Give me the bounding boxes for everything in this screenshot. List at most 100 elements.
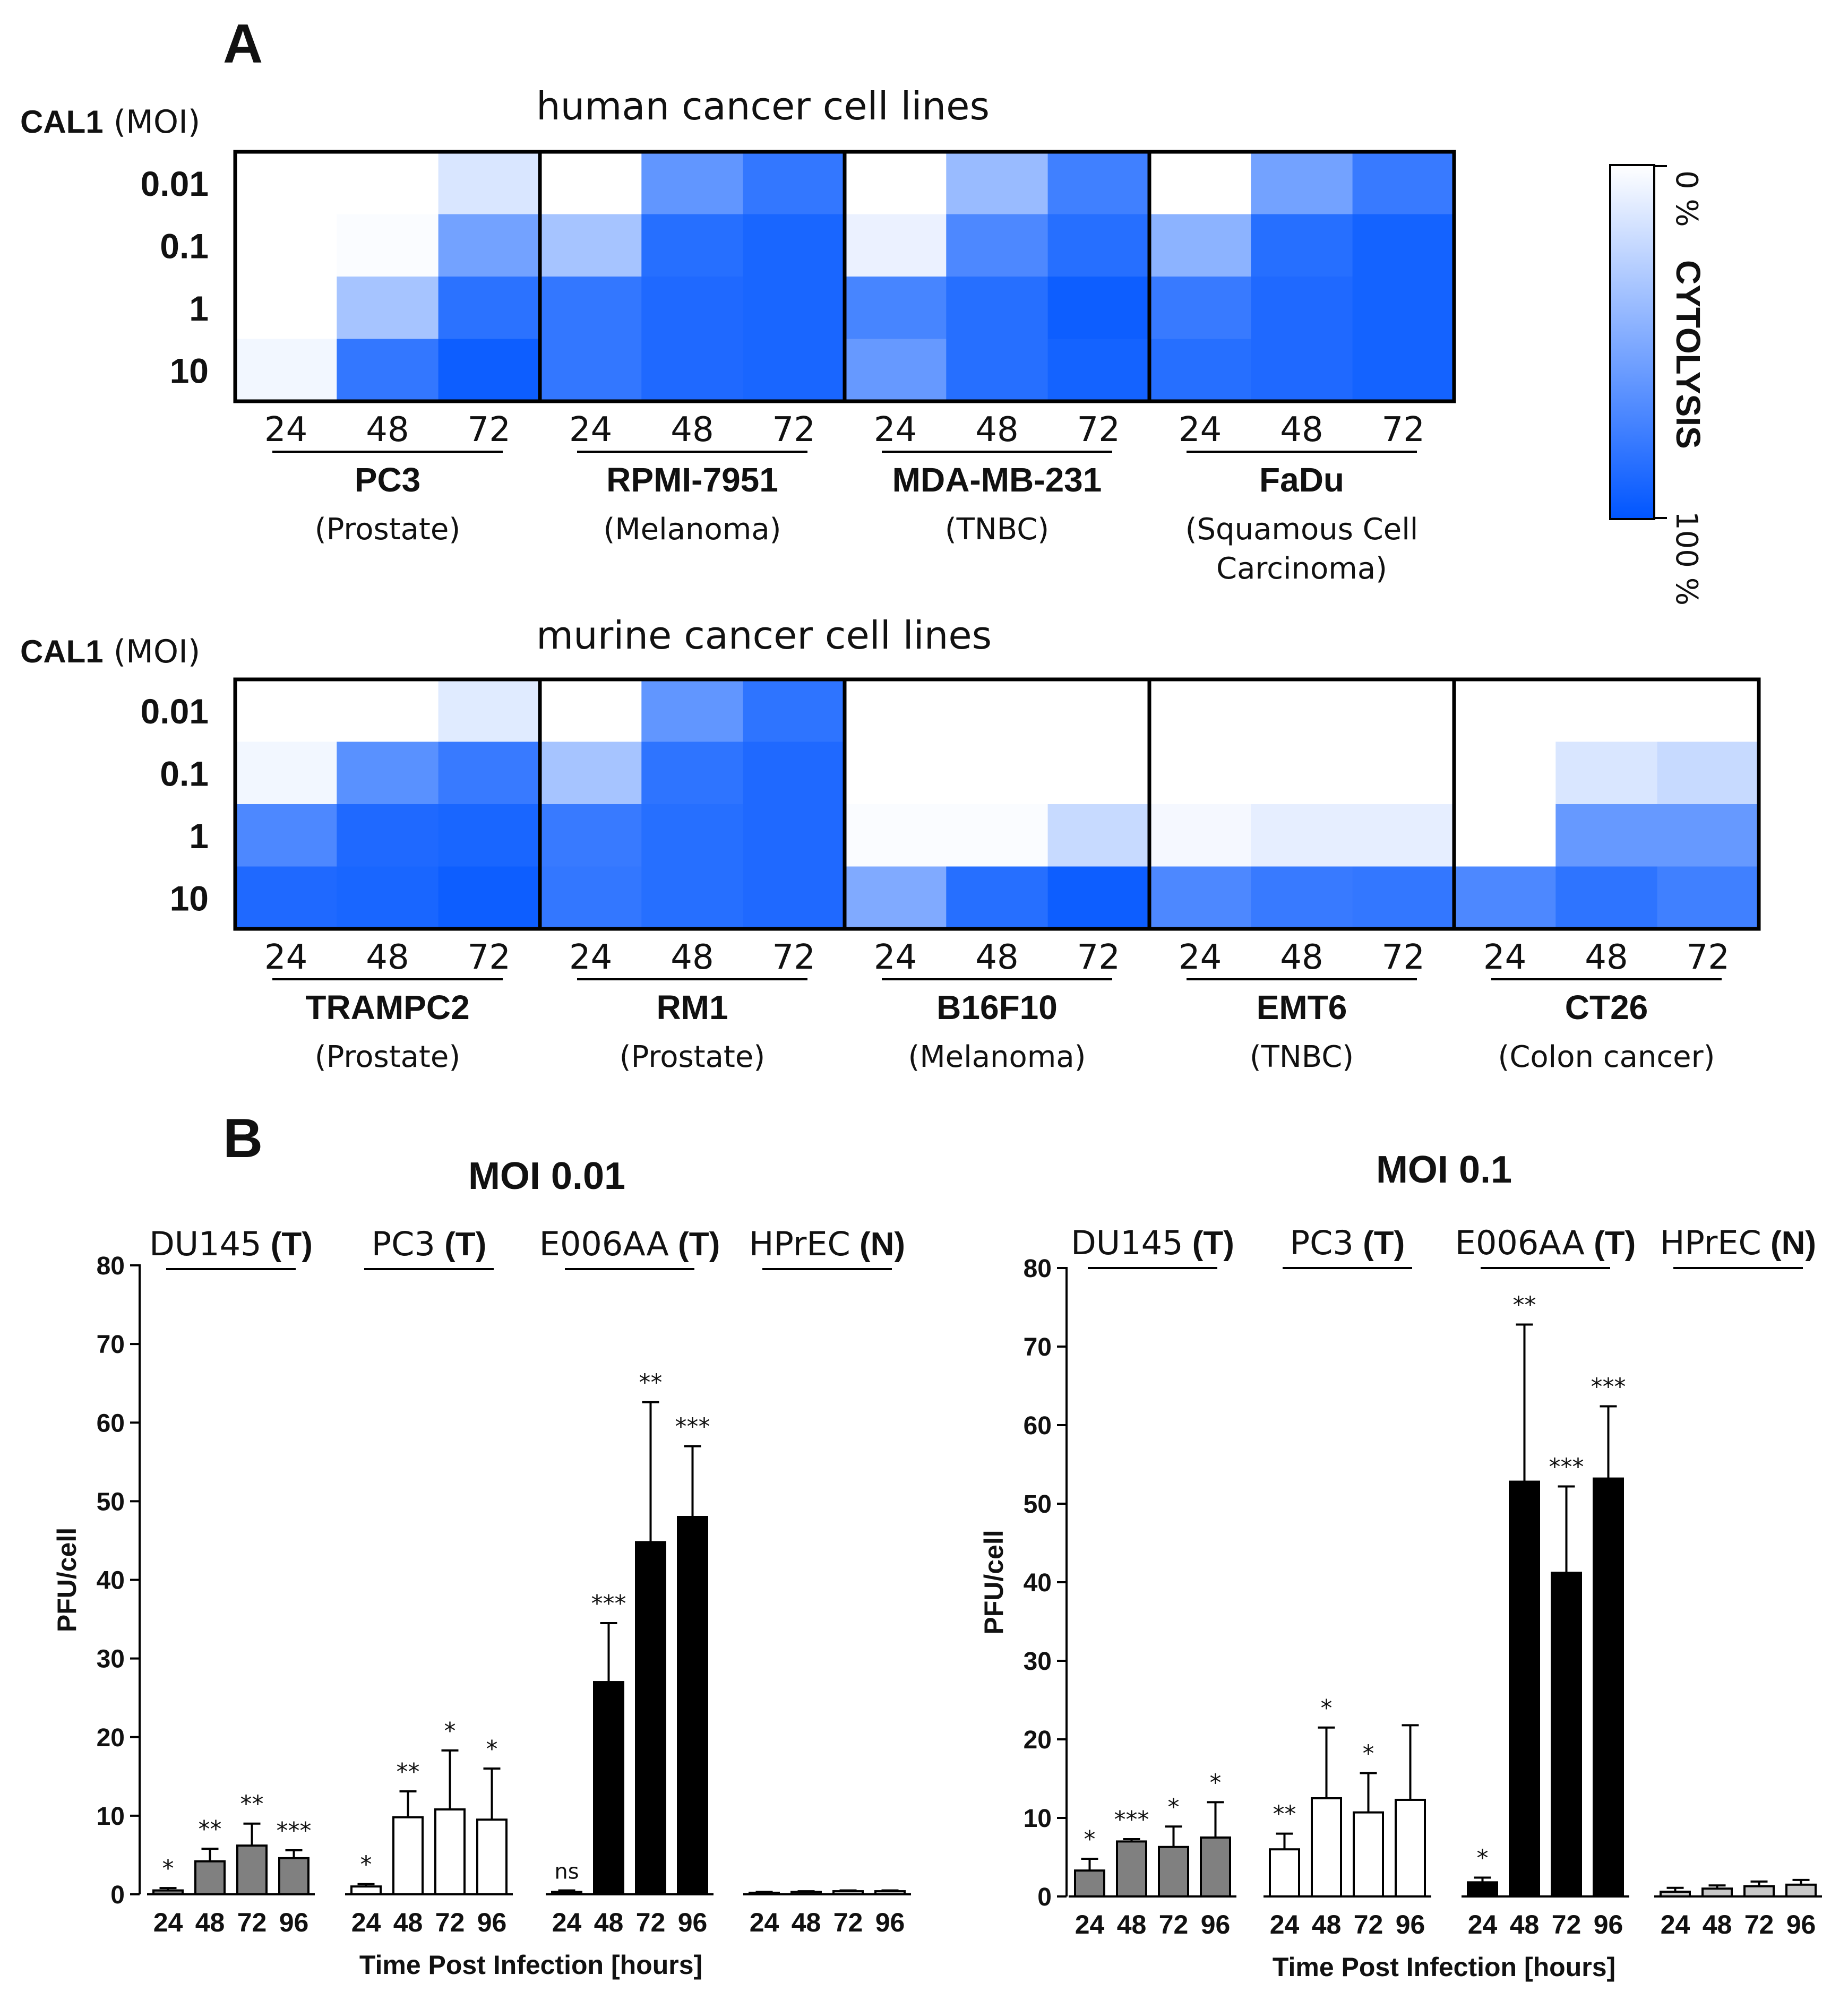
x-tick-label: 72 <box>435 1908 465 1937</box>
y-tick-label: 30 <box>1024 1648 1052 1676</box>
colorbar-gradient <box>1609 164 1655 520</box>
heatmap-cell <box>1251 804 1353 867</box>
heatmap-col-label: 48 <box>975 938 1018 977</box>
bar <box>392 1816 424 1895</box>
heatmap-cell <box>337 804 439 867</box>
heatmap-group-border <box>1452 677 1761 931</box>
heatmap-cell <box>1149 679 1251 743</box>
x-tick-label: 72 <box>1159 1910 1189 1939</box>
y-tick-label: 0 <box>110 1881 125 1909</box>
heatmap-row-label: 0.1 <box>160 226 209 265</box>
heatmap-cell <box>641 214 744 277</box>
heatmap-cell <box>1352 679 1455 743</box>
bar <box>1200 1836 1231 1898</box>
heatmap-cell <box>1149 866 1251 929</box>
heatmap-row-label: 0.1 <box>160 754 209 793</box>
heatmap-y-label-bold: CAL1 <box>20 634 104 669</box>
y-tick-label: 0 <box>1037 1883 1052 1911</box>
heatmap-col-label: 24 <box>1179 938 1222 977</box>
heatmap-cell <box>946 741 1048 805</box>
group-header-name: E006AA <box>1455 1223 1585 1262</box>
heatmap-cell <box>540 152 642 215</box>
group-header-tag: (N) <box>850 1226 905 1263</box>
heatmap-cell <box>540 339 642 402</box>
heatmap-cell <box>337 339 439 402</box>
heatmap-cell <box>235 152 337 215</box>
heatmap-cell <box>438 866 540 929</box>
heatmap-cell <box>1251 866 1353 929</box>
heatmap-cell <box>845 741 947 805</box>
significance-label: * <box>1477 1844 1489 1872</box>
heatmap-cell <box>337 679 439 743</box>
heatmap-cell <box>845 804 947 867</box>
heatmap-cell <box>438 339 540 402</box>
heatmap-human: human cancer cell lines CAL1 (MOI) 0.01 0.1… <box>20 84 1456 586</box>
group-header-tag: (T) <box>1585 1225 1636 1262</box>
x-tick-label: 48 <box>1703 1910 1732 1939</box>
bar <box>1743 1885 1775 1898</box>
significance-label: * <box>486 1736 498 1763</box>
heatmap-group-subtitle: (Colon cancer) <box>1498 1040 1715 1074</box>
heatmap-group-subtitle: (Squamous Cell <box>1185 512 1419 547</box>
significance-label: ns <box>554 1860 579 1884</box>
heatmap-cell <box>743 214 845 277</box>
bar <box>1269 1848 1300 1898</box>
heatmap-group-name: MDA-MB-231 <box>892 461 1102 499</box>
significance-label: *** <box>1549 1453 1584 1480</box>
bar <box>434 1808 466 1895</box>
heatmap-cell <box>743 339 845 402</box>
heatmap-cell <box>743 277 845 340</box>
heatmap-cell <box>845 277 947 340</box>
bar <box>749 1892 780 1896</box>
heatmap-cell <box>1454 741 1556 805</box>
heatmap-group-name: EMT6 <box>1257 988 1347 1027</box>
x-tick-label: 48 <box>1510 1910 1540 1939</box>
heatmap-cell <box>1555 679 1658 743</box>
y-tick-label: 30 <box>97 1645 125 1674</box>
significance-label: *** <box>675 1413 710 1441</box>
bar <box>790 1891 822 1895</box>
heatmap-cell <box>1047 804 1150 867</box>
heatmap-cell <box>641 866 744 929</box>
heatmap-cell <box>946 277 1048 340</box>
heatmap-cell <box>1149 804 1251 867</box>
y-tick-label: 40 <box>1024 1569 1052 1597</box>
x-tick-label: 48 <box>393 1908 423 1937</box>
heatmap-cell <box>1352 866 1455 929</box>
heatmap-col-label: 48 <box>671 410 714 450</box>
heatmap-group-name: TRAMPC2 <box>305 988 469 1027</box>
x-tick-label: 96 <box>1396 1910 1425 1939</box>
x-tick-label: 72 <box>636 1908 666 1937</box>
bar <box>1593 1477 1624 1898</box>
heatmap-cell <box>540 866 642 929</box>
heatmap-row-label: 0.01 <box>141 164 209 203</box>
heatmap-cell <box>1047 152 1150 215</box>
heatmap-cell <box>1454 804 1556 867</box>
heatmap-cell <box>1352 741 1455 805</box>
heatmap-cell <box>1149 214 1251 277</box>
y-axis-label: PFU/cell <box>979 1530 1009 1634</box>
significance-label: * <box>1321 1695 1333 1722</box>
heatmap-col-label: 24 <box>1483 938 1526 977</box>
heatmap-cell <box>1251 339 1353 402</box>
heatmap-group-subtitle: (TNBC) <box>1250 1040 1354 1074</box>
significance-label: * <box>1363 1740 1374 1767</box>
heatmap-row-label: 10 <box>170 351 209 390</box>
group-header-tag: (T) <box>262 1226 313 1263</box>
heatmap-cell <box>438 804 540 867</box>
heatmap-cell <box>1149 277 1251 340</box>
heatmap-col-label: 24 <box>569 410 612 450</box>
x-tick-label: 72 <box>1744 1910 1774 1939</box>
bar-chart-title: MOI 0.01 <box>468 1155 625 1197</box>
bar <box>194 1860 226 1896</box>
significance-label: * <box>1168 1793 1180 1821</box>
heatmap-cell <box>1047 866 1150 929</box>
bar <box>152 1889 184 1895</box>
significance-label: ** <box>1513 1292 1536 1319</box>
significance-label: * <box>1084 1826 1096 1853</box>
x-tick-label: 96 <box>875 1908 905 1937</box>
heatmap-group-name: FaDu <box>1259 461 1344 499</box>
bar <box>1116 1840 1147 1898</box>
heatmap-group-name: RM1 <box>656 988 728 1027</box>
y-tick-label: 40 <box>97 1567 125 1595</box>
